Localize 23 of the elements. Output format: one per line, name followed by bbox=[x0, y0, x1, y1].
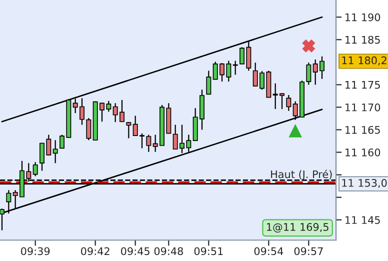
y-tick-label: 11 145 bbox=[345, 216, 380, 224]
x-tick-label: 09:39 bbox=[21, 247, 50, 256]
x-tick-label: 09:57 bbox=[294, 247, 323, 256]
candlestick bbox=[52, 140, 58, 164]
y-tick-label: 11 190 bbox=[345, 13, 380, 22]
text: 11 180,2 bbox=[342, 56, 386, 66]
candlestick bbox=[126, 122, 132, 139]
x-tick-label: 09:54 bbox=[254, 247, 284, 256]
candlestick bbox=[286, 94, 292, 112]
y-tick-label: 11 175 bbox=[345, 81, 380, 89]
y-tick-label: 11 160 bbox=[345, 148, 380, 156]
candlestick bbox=[206, 70, 212, 95]
x-tick-label: 09:51 bbox=[194, 247, 223, 256]
y-tick-label: 11 170 bbox=[345, 103, 380, 112]
y-tick-label: 11 165 bbox=[345, 126, 380, 134]
x-tick-label: 09:48 bbox=[154, 247, 183, 256]
ref-line-label: Haut (J. Pré) bbox=[271, 170, 332, 180]
y-tick-label: 11 185 bbox=[345, 36, 380, 44]
annotation: 1@11 169,5 bbox=[267, 223, 328, 233]
x-tick-label: 09:42 bbox=[81, 247, 110, 256]
candlestick bbox=[32, 162, 38, 177]
x-tick-label: 09:45 bbox=[121, 247, 150, 256]
ref-line-label: 11 153,0 bbox=[342, 178, 387, 188]
